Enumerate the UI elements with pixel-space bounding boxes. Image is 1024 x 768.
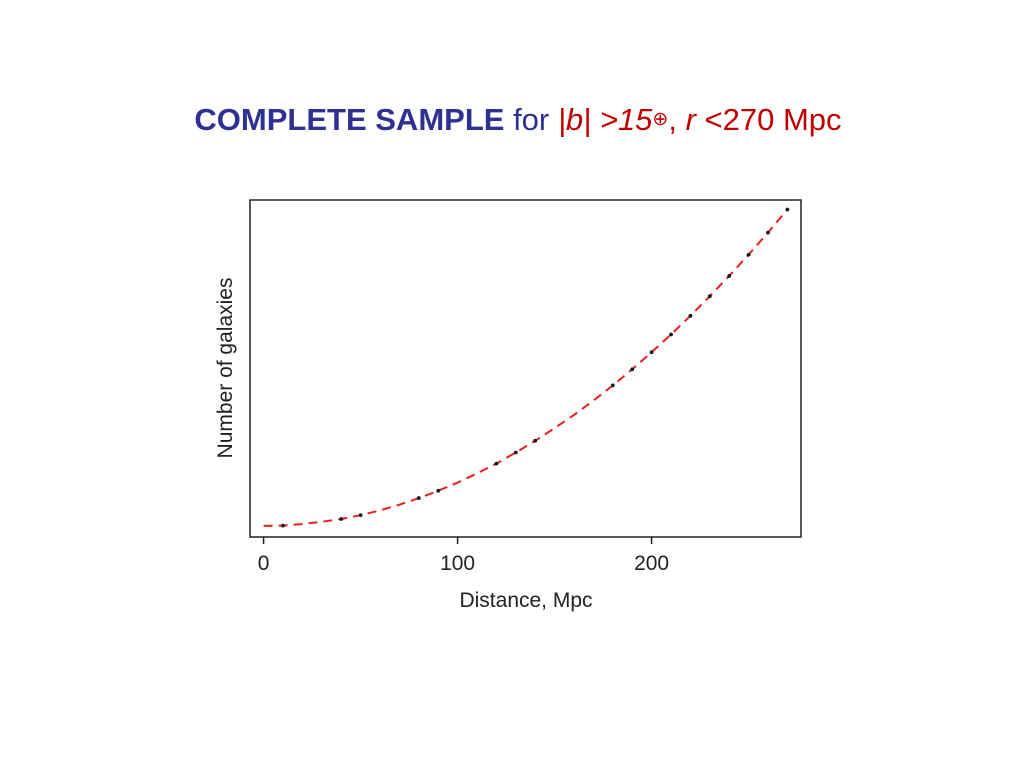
data-point — [494, 461, 499, 466]
title-b-condition: |b| >15 — [557, 102, 653, 137]
data-point — [358, 513, 363, 518]
series-layer — [263, 207, 790, 528]
title-r-variable: r — [685, 102, 696, 137]
x-axis: 0 100 200 — [258, 537, 669, 575]
title-complete-sample: COMPLETE SAMPLE — [194, 102, 505, 137]
data-point — [727, 274, 732, 278]
title-comma: , — [668, 102, 677, 137]
data-point — [533, 438, 538, 443]
x-tick-label: 0 — [258, 552, 270, 575]
data-point — [688, 313, 693, 318]
data-point — [513, 450, 518, 455]
data-point — [281, 523, 285, 528]
data-point — [785, 207, 790, 212]
data-point — [669, 332, 673, 337]
title-latitude-condition: |b| >15⊕, r <270 Mpc — [558, 102, 842, 137]
data-point — [416, 496, 421, 500]
plot-frame — [249, 199, 802, 538]
data-point — [707, 294, 712, 299]
slide-title: COMPLETE SAMPLE for |b| >15⊕, r <270 Mpc — [0, 100, 1024, 140]
x-tick-label: 200 — [634, 552, 669, 575]
data-point — [746, 252, 751, 257]
title-r-condition: <270 Mpc — [704, 102, 842, 137]
x-axis-label: Distance, Mpc — [459, 589, 592, 612]
x-tick-label: 100 — [440, 552, 475, 575]
model-curve-line — [263, 208, 789, 527]
title-for: for — [513, 102, 550, 137]
data-point — [766, 230, 770, 235]
data-point — [610, 383, 615, 388]
data-point — [649, 350, 654, 355]
data-point — [339, 517, 344, 521]
y-axis-label: Number of galaxies — [214, 278, 237, 459]
data-point — [436, 488, 441, 493]
degree-symbol: ⊕ — [652, 109, 669, 130]
data-point — [630, 367, 635, 372]
